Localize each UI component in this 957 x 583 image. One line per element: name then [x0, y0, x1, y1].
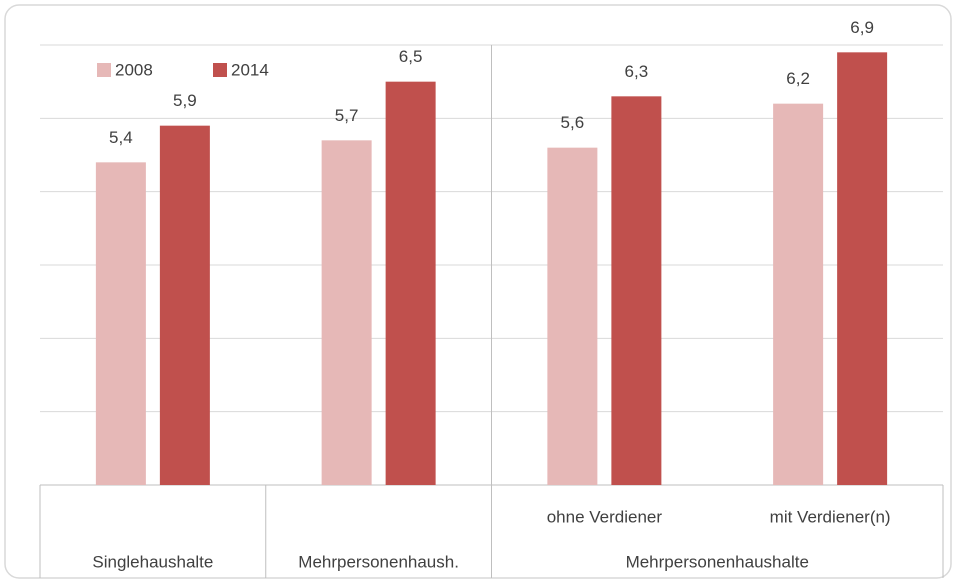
- bar: [837, 52, 888, 485]
- bar: [159, 125, 210, 486]
- value-label: 6,2: [786, 69, 810, 88]
- value-label: 5,9: [173, 91, 197, 110]
- value-label: 5,4: [109, 128, 133, 147]
- value-label: 5,6: [561, 113, 585, 132]
- legend-swatch: [213, 63, 227, 77]
- legend-label: 2008: [115, 60, 153, 79]
- bar: [95, 162, 146, 486]
- x-tick-label: mit Verdiener(n): [770, 507, 891, 526]
- bar: [321, 140, 372, 486]
- bar: [385, 81, 436, 486]
- legend-label: 2014: [231, 60, 269, 79]
- legend-swatch: [97, 63, 111, 77]
- bar: [611, 96, 662, 485]
- group-label: Mehrpersonenhaush.: [298, 552, 459, 571]
- group-label: Mehrpersonenhaushalte: [626, 552, 809, 571]
- chart-frame: [4, 4, 952, 579]
- value-label: 6,5: [399, 47, 423, 66]
- bar: [547, 147, 598, 485]
- value-label: 6,9: [850, 18, 874, 37]
- bar: [773, 103, 824, 486]
- x-tick-label: ohne Verdiener: [547, 507, 663, 526]
- value-label: 6,3: [625, 62, 649, 81]
- group-label: Singlehaushalte: [92, 552, 213, 571]
- value-label: 5,7: [335, 106, 359, 125]
